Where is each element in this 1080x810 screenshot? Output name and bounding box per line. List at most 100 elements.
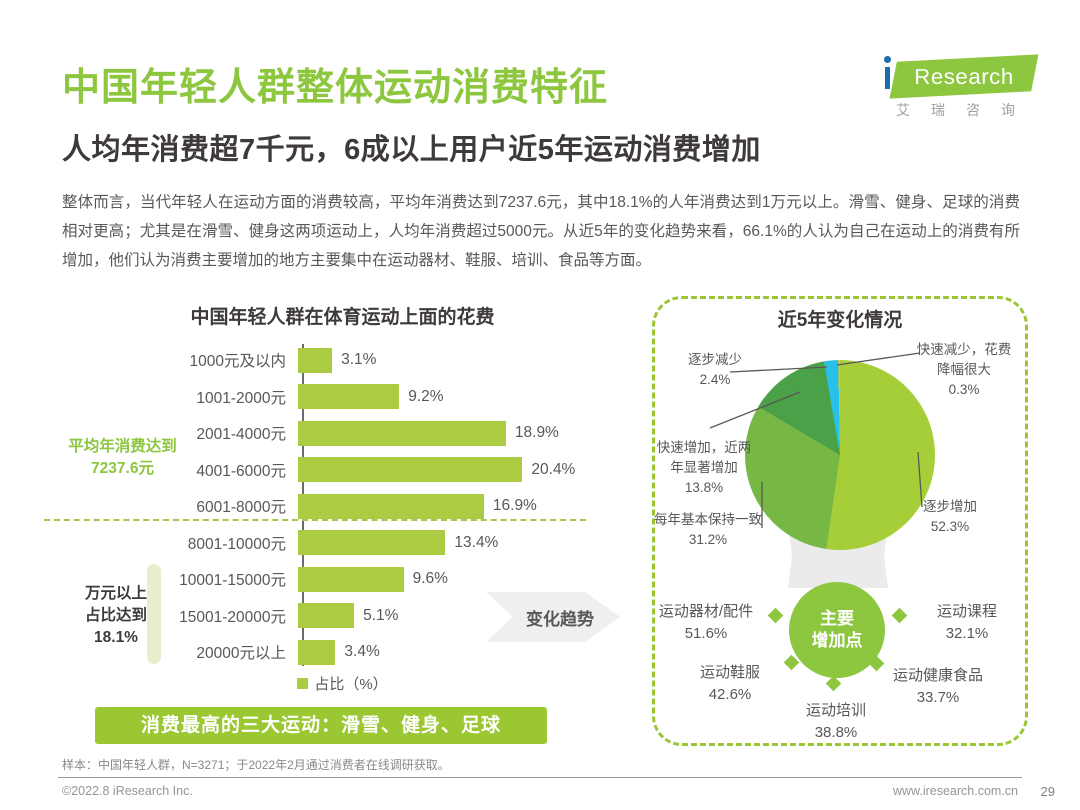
- bar-value: 9.6%: [412, 570, 448, 588]
- increase-item-label: 运动课程: [936, 603, 997, 620]
- logo-i-dot: [884, 56, 891, 63]
- trend-arrow-label: 变化趋势: [526, 609, 594, 629]
- sample-note: 样本：中国年轻人群，N=3271；于2022年2月通过消费者在线调研获取。: [62, 758, 450, 772]
- increase-item-value: 42.6%: [708, 686, 752, 703]
- average-consumption-note: 平均年消费达到 7237.6元: [50, 436, 195, 480]
- increase-item-course: 运动课程 32.1%: [912, 601, 1022, 645]
- pie-label-value: 52.3%: [930, 519, 970, 534]
- bar-value: 3.1%: [341, 351, 377, 369]
- bar-row: 8001-10000元 13.4%: [160, 525, 590, 562]
- pie-label-name: 快速减少，花费降幅很大: [916, 342, 1012, 377]
- change-panel-border: [652, 296, 1028, 746]
- main-increase-line1: 主要: [820, 609, 854, 628]
- bar-value: 3.4%: [344, 643, 380, 661]
- intro-paragraph: 整体而言，当代年轻人在运动方面的消费较高，平均年消费达到7237.6元，其中18…: [62, 194, 1020, 269]
- page-title: 中国年轻人群整体运动消费特征: [62, 67, 609, 109]
- logo-brand-text: Research: [914, 63, 1014, 89]
- bar-category-label: 15001-20000元: [179, 608, 286, 626]
- bar-row: 1001-2000元 9.2%: [160, 379, 590, 416]
- bar-category-label: 1001-2000元: [196, 389, 286, 407]
- increase-item-value: 33.7%: [916, 689, 960, 706]
- bar-category-label: 1000元及以内: [189, 353, 286, 371]
- bar: [298, 384, 400, 410]
- pie-label-name: 每年基本保持一致: [654, 512, 762, 527]
- increase-item-value: 51.6%: [684, 625, 728, 642]
- bar-value: 9.2%: [408, 387, 444, 405]
- pie-label-fast-increase: 快速增加，近两年显著增加 13.8%: [654, 438, 754, 498]
- increase-item-training: 运动培训 38.8%: [786, 700, 886, 744]
- pie-label-value: 2.4%: [699, 372, 731, 387]
- pie-label-name: 逐步减少: [688, 352, 742, 367]
- highlight-pill: [147, 564, 161, 664]
- increase-item-label: 运动健康食品: [892, 667, 983, 684]
- pie-label-name: 逐步增加: [923, 499, 977, 514]
- bar-chart-title: 中国年轻人群在体育运动上面的花费: [190, 307, 495, 328]
- pie-label-keep-same: 每年基本保持一致 31.2%: [650, 510, 766, 550]
- bar-value: 13.4%: [454, 533, 499, 551]
- over-10k-line1: 万元以上: [84, 585, 147, 602]
- logo-i-stem: [885, 67, 890, 89]
- average-divider-line: [44, 519, 586, 521]
- bar-chart-legend: 占比（%）: [165, 673, 520, 694]
- bar-row: 4001-6000元 20.4%: [160, 452, 590, 489]
- bar-category-label: 10001-15000元: [179, 572, 286, 590]
- over-10k-line2: 占比达到: [84, 607, 147, 624]
- bar: [298, 420, 506, 446]
- main-increase-line2: 增加点: [811, 631, 863, 650]
- bar-row: 2001-4000元 18.9%: [160, 415, 590, 452]
- increase-item-shoes: 运动鞋服 42.6%: [675, 662, 785, 706]
- average-note-line1: 平均年消费达到: [68, 438, 177, 455]
- bar-row: 10001-15000元 9.6%: [160, 561, 590, 598]
- bar-category-label: 6001-8000元: [196, 499, 286, 517]
- pie-label-fast-decrease: 快速减少，花费降幅很大 0.3%: [916, 340, 1012, 400]
- bar-row: 6001-8000元 16.9%: [160, 488, 590, 525]
- top-sports-banner: 消费最高的三大运动：滑雪、健身、足球: [95, 707, 547, 744]
- bar-chart: 1000元及以内 3.1% 1001-2000元 9.2% 2001-4000元 18…: [160, 342, 590, 671]
- bar-row: 20000元以上 3.4%: [160, 634, 590, 671]
- bar-category-label: 8001-10000元: [187, 535, 286, 553]
- pie-label-name: 快速增加，近两年显著增加: [656, 440, 752, 475]
- bar: [298, 530, 446, 556]
- pie-label-gradual-decrease: 逐步减少 2.4%: [676, 350, 754, 390]
- bar: [298, 566, 404, 592]
- increase-item-health-food: 运动健康食品 33.7%: [877, 665, 999, 709]
- page-subtitle: 人均年消费超7千元，6成以上用户近5年运动消费增加: [62, 134, 761, 166]
- bar-category-label: 2001-4000元: [196, 426, 286, 444]
- increase-item-value: 32.1%: [945, 625, 989, 642]
- bar: [298, 603, 355, 629]
- legend-swatch-icon: [297, 678, 309, 689]
- logo-parallelogram: Research: [889, 54, 1039, 99]
- legend-label: 占比（%）: [314, 676, 388, 693]
- pie-label-value: 13.8%: [684, 480, 724, 495]
- bar-category-label: 20000元以上: [196, 645, 286, 663]
- bar: [298, 347, 333, 373]
- pie-chart-title: 近5年变化情况: [777, 310, 903, 331]
- increase-item-equipment: 运动器材/配件 51.6%: [645, 601, 767, 645]
- copyright-text: ©2022.8 iResearch Inc.: [62, 784, 193, 798]
- bar: [298, 493, 484, 519]
- pie-label-value: 31.2%: [688, 532, 728, 547]
- page-number: 29: [1040, 784, 1055, 799]
- increase-item-label: 运动鞋服: [699, 664, 760, 681]
- pie-label-value: 0.3%: [948, 382, 980, 397]
- increase-item-label: 运动器材/配件: [658, 603, 754, 620]
- logo-chinese-name: 艾瑞咨询: [896, 102, 1036, 118]
- footer-divider: [58, 777, 1022, 778]
- bar: [298, 457, 523, 483]
- increase-item-value: 38.8%: [814, 724, 858, 741]
- bar-row: 1000元及以内 3.1%: [160, 342, 590, 379]
- pie-label-gradual-increase: 逐步增加 52.3%: [904, 497, 996, 537]
- average-note-line2: 7237.6元: [91, 460, 154, 477]
- bar-category-label: 4001-6000元: [196, 462, 286, 480]
- bar-value: 18.9%: [514, 424, 559, 442]
- bar-row: 15001-20000元 5.1%: [160, 598, 590, 635]
- logo-i-icon: [882, 48, 892, 94]
- bar-value: 5.1%: [363, 606, 399, 624]
- increase-item-label: 运动培训: [805, 702, 866, 719]
- bar: [298, 639, 336, 665]
- bar-value: 20.4%: [531, 460, 576, 478]
- iresearch-logo: Research 艾瑞咨询: [878, 46, 1039, 120]
- bar-value: 16.9%: [492, 497, 537, 515]
- over-10k-line3: 18.1%: [94, 629, 138, 646]
